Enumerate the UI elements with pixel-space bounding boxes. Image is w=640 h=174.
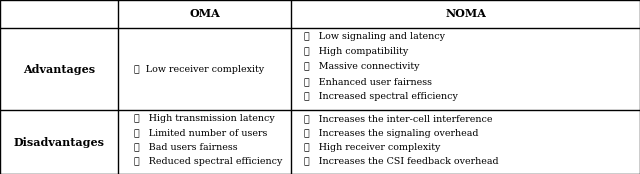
Text: ✓   Increases the CSI feedback overhead: ✓ Increases the CSI feedback overhead <box>304 157 499 166</box>
Text: ✓   High receiver complexity: ✓ High receiver complexity <box>304 143 440 152</box>
Text: ✓   Increases the signaling overhead: ✓ Increases the signaling overhead <box>304 129 479 138</box>
Text: ✓   Low signaling and latency: ✓ Low signaling and latency <box>304 32 445 41</box>
Text: Disadvantages: Disadvantages <box>13 137 105 148</box>
Text: OMA: OMA <box>189 8 220 19</box>
Text: ✓   Reduced spectral efficiency: ✓ Reduced spectral efficiency <box>134 157 283 166</box>
Text: ✓   High transmission latency: ✓ High transmission latency <box>134 114 275 124</box>
Text: ✓   Limited number of users: ✓ Limited number of users <box>134 129 268 138</box>
Text: NOMA: NOMA <box>445 8 486 19</box>
Text: ✓   Increased spectral efficiency: ✓ Increased spectral efficiency <box>304 92 458 101</box>
Text: ✓   Massive connectivity: ✓ Massive connectivity <box>304 62 419 71</box>
Text: ✓   Enhanced user fairness: ✓ Enhanced user fairness <box>304 77 432 86</box>
Text: ✓   High compatibility: ✓ High compatibility <box>304 47 408 56</box>
Text: ✓  Low receiver complexity: ✓ Low receiver complexity <box>134 65 264 74</box>
Text: Advantages: Advantages <box>23 64 95 75</box>
Text: ✓   Bad users fairness: ✓ Bad users fairness <box>134 143 238 152</box>
Text: ✓   Increases the inter-cell interference: ✓ Increases the inter-cell interference <box>304 114 493 124</box>
